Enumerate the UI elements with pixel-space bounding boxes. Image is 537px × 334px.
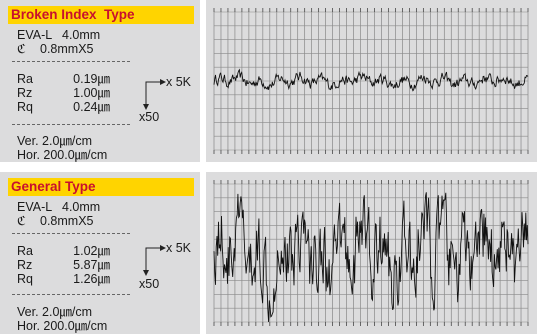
param-name-rz: Rz bbox=[17, 86, 33, 100]
instrument-label: EVA-L bbox=[17, 200, 53, 214]
cutoff-value: 0.8mmX5 bbox=[40, 214, 94, 228]
horizontal-magnification: x 5K bbox=[166, 241, 192, 255]
param-value-ra: 0.19㎛ bbox=[73, 72, 110, 86]
param-name-rq: Rq bbox=[17, 272, 33, 286]
profile-plot-svg bbox=[213, 180, 529, 326]
panel-gap bbox=[200, 172, 206, 334]
instrument-label: EVA-L bbox=[17, 28, 53, 42]
profile-plot bbox=[206, 172, 537, 334]
param-name-rz: Rz bbox=[17, 258, 33, 272]
divider bbox=[12, 294, 130, 295]
info-card: General Type EVA-L 4.0mm ℭ 0.8mmX5 Ra 1.… bbox=[0, 172, 200, 334]
divider bbox=[12, 61, 130, 62]
profile-plot-svg bbox=[213, 8, 529, 154]
cutoff-icon: ℭ bbox=[17, 42, 26, 56]
vertical-magnification: x50 bbox=[139, 277, 160, 291]
param-value-rz: 1.00㎛ bbox=[73, 86, 110, 100]
magnification-arrows-icon bbox=[143, 79, 166, 110]
param-value-rq: 1.26㎛ bbox=[73, 272, 110, 286]
magnification-arrows-icon bbox=[143, 245, 166, 276]
roughness-trace bbox=[213, 192, 529, 323]
divider bbox=[12, 124, 130, 125]
vertical-magnification: x50 bbox=[139, 110, 160, 124]
vertical-scale: Ver. 2.0㎛/cm bbox=[17, 134, 93, 148]
cutoff-icon: ℭ bbox=[17, 214, 26, 228]
profile-panel-general: General Type EVA-L 4.0mm ℭ 0.8mmX5 Ra 1.… bbox=[0, 172, 537, 334]
profile-plot bbox=[206, 0, 537, 162]
cutoff-value: 0.8mmX5 bbox=[40, 42, 94, 56]
roughness-trace bbox=[213, 68, 529, 92]
plot-grid bbox=[213, 180, 529, 326]
horizontal-scale: Hor. 200.0㎛/cm bbox=[17, 148, 108, 162]
panel-title: General Type bbox=[8, 178, 194, 196]
vertical-scale: Ver. 2.0㎛/cm bbox=[17, 305, 93, 319]
param-value-rz: 5.87㎛ bbox=[73, 258, 110, 272]
param-value-ra: 1.02㎛ bbox=[73, 244, 110, 258]
divider bbox=[12, 233, 130, 234]
param-value-rq: 0.24㎛ bbox=[73, 100, 110, 114]
panel-gap bbox=[200, 0, 206, 162]
info-card: Broken Index Type EVA-L 4.0mm ℭ 0.8mmX5 … bbox=[0, 0, 200, 162]
param-name-rq: Rq bbox=[17, 100, 33, 114]
horizontal-scale: Hor. 200.0㎛/cm bbox=[17, 319, 108, 333]
horizontal-magnification: x 5K bbox=[166, 75, 192, 89]
profile-panel-broken-index: Broken Index Type EVA-L 4.0mm ℭ 0.8mmX5 … bbox=[0, 0, 537, 162]
param-name-ra: Ra bbox=[17, 244, 33, 258]
length-value: 4.0mm bbox=[62, 200, 101, 214]
param-name-ra: Ra bbox=[17, 72, 33, 86]
panel-title: Broken Index Type bbox=[8, 6, 194, 24]
length-value: 4.0mm bbox=[62, 28, 101, 42]
